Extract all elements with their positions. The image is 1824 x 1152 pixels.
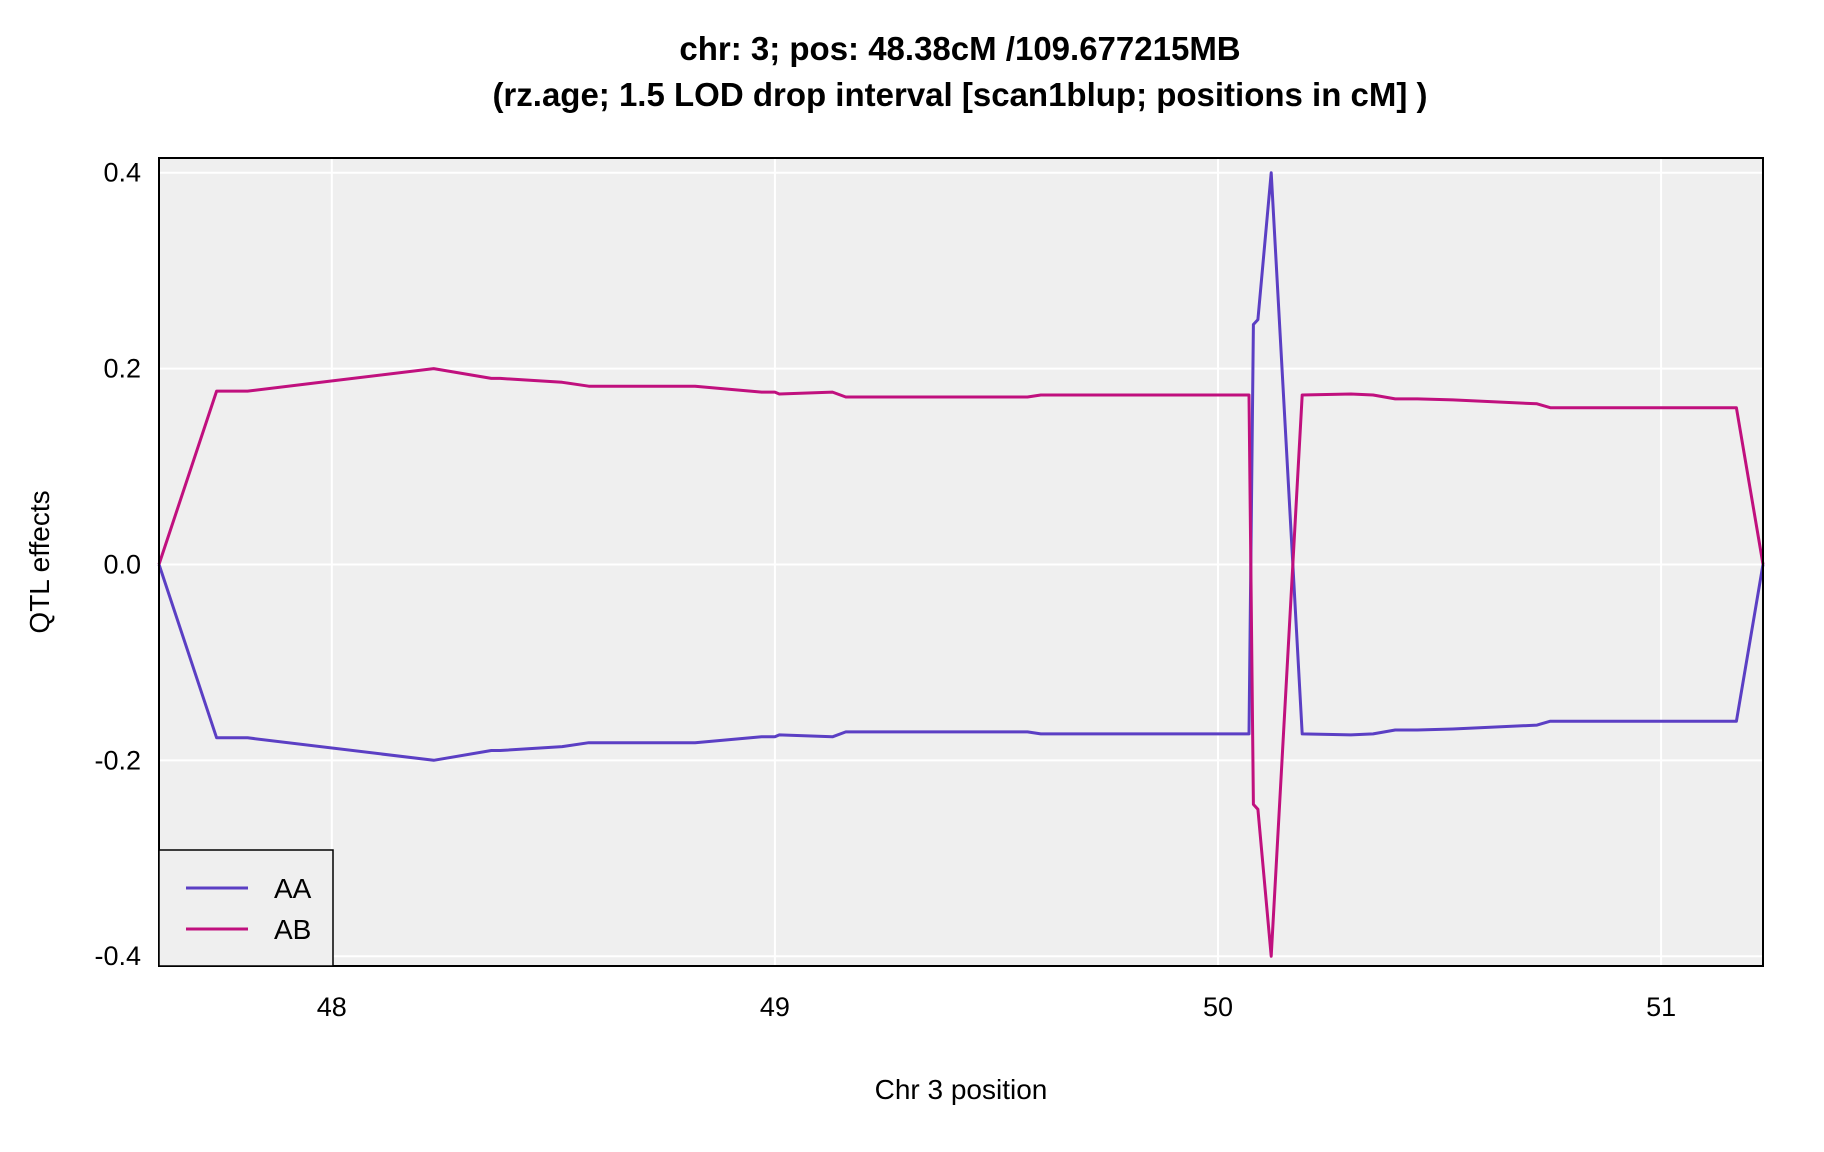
y-axis-label: QTL effects — [24, 490, 55, 633]
y-tick-label-0.4: 0.4 — [103, 158, 141, 188]
x-axis-label: Chr 3 position — [875, 1074, 1048, 1105]
series-line-aa — [157, 171, 1765, 762]
y-axis-ticks: -0.4 -0.2 0.0 0.2 0.4 — [94, 158, 141, 972]
chart-title: chr: 3; pos: 48.38cM /109.677215MB — [679, 30, 1240, 67]
legend-label-ab: AB — [274, 914, 311, 945]
legend-label-aa: AA — [274, 873, 312, 904]
plot-background — [159, 158, 1763, 966]
y-tick-label-0.0: 0.0 — [103, 549, 141, 579]
chart-subtitle: (rz.age; 1.5 LOD drop interval [scan1blu… — [492, 76, 1427, 113]
y-tick-label--0.4: -0.4 — [94, 941, 141, 971]
x-tick-label-51: 51 — [1646, 992, 1676, 1022]
series-lines — [157, 171, 1765, 958]
y-tick-label--0.2: -0.2 — [94, 745, 141, 775]
legend-box — [158, 849, 334, 967]
plot-border — [158, 157, 1764, 967]
x-axis-ticks: 48 49 50 51 — [317, 992, 1676, 1022]
legend: AA AB — [158, 849, 334, 967]
x-tick-label-50: 50 — [1203, 992, 1233, 1022]
x-tick-label-48: 48 — [317, 992, 347, 1022]
y-tick-label-0.2: 0.2 — [103, 354, 141, 384]
series-line-ab — [157, 367, 1765, 958]
x-tick-label-49: 49 — [760, 992, 790, 1022]
